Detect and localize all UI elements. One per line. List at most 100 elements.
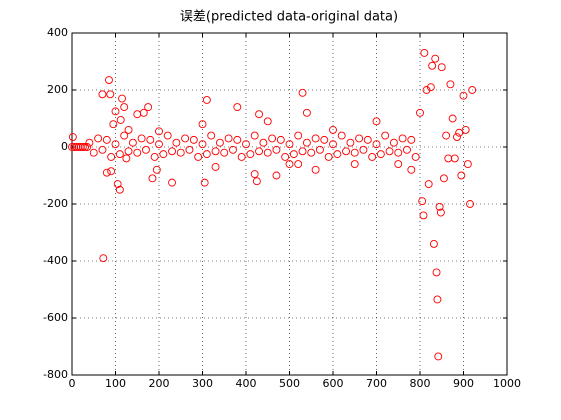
point bbox=[106, 90, 115, 99]
point bbox=[202, 150, 211, 159]
point bbox=[389, 138, 398, 147]
point bbox=[211, 147, 220, 156]
x-tick-label: 400 bbox=[236, 377, 257, 390]
point bbox=[72, 143, 81, 151]
x-tick-label: 500 bbox=[279, 377, 300, 390]
point bbox=[163, 131, 172, 140]
point bbox=[98, 90, 107, 99]
point bbox=[329, 140, 337, 149]
point bbox=[428, 61, 437, 70]
point bbox=[376, 150, 385, 159]
point bbox=[407, 135, 416, 144]
point bbox=[429, 239, 438, 248]
point bbox=[70, 143, 79, 151]
point bbox=[450, 154, 459, 163]
point bbox=[155, 140, 163, 149]
point bbox=[76, 143, 85, 151]
point bbox=[155, 127, 163, 136]
point bbox=[420, 49, 429, 57]
point bbox=[424, 180, 433, 189]
x-tick-label: 1000 bbox=[493, 377, 521, 390]
point bbox=[159, 150, 168, 159]
point bbox=[115, 185, 124, 194]
point bbox=[146, 135, 155, 144]
point bbox=[298, 88, 307, 97]
x-tick-label: 600 bbox=[323, 377, 344, 390]
point bbox=[168, 178, 177, 187]
point bbox=[446, 80, 455, 89]
point bbox=[435, 202, 444, 211]
x-tick-label: 700 bbox=[366, 377, 387, 390]
y-tick-label: 0 bbox=[61, 140, 68, 153]
point bbox=[398, 134, 407, 143]
point bbox=[329, 125, 337, 134]
point bbox=[394, 160, 403, 169]
point bbox=[78, 143, 87, 151]
point bbox=[105, 76, 113, 84]
point bbox=[359, 145, 368, 154]
point bbox=[436, 208, 445, 217]
point bbox=[448, 114, 457, 123]
point bbox=[250, 131, 259, 140]
point bbox=[185, 145, 194, 154]
point bbox=[381, 131, 390, 140]
point bbox=[172, 138, 181, 147]
point bbox=[372, 117, 381, 126]
point bbox=[459, 91, 468, 100]
point bbox=[437, 63, 446, 72]
point bbox=[298, 147, 307, 156]
point bbox=[324, 153, 333, 161]
point bbox=[74, 143, 83, 151]
point bbox=[463, 160, 472, 169]
point bbox=[224, 134, 233, 143]
point bbox=[215, 138, 224, 147]
point bbox=[107, 167, 116, 176]
point bbox=[150, 153, 159, 161]
point bbox=[453, 133, 461, 141]
point bbox=[316, 145, 324, 154]
point bbox=[198, 120, 207, 129]
x-tick-label: 300 bbox=[192, 377, 213, 390]
y-tick-label: 400 bbox=[47, 26, 68, 39]
point bbox=[94, 134, 103, 143]
point bbox=[181, 134, 190, 143]
x-tick-label: 200 bbox=[149, 377, 170, 390]
point bbox=[128, 138, 137, 147]
point bbox=[118, 94, 126, 103]
point bbox=[272, 171, 281, 180]
point bbox=[211, 162, 220, 171]
point bbox=[113, 180, 122, 189]
point bbox=[285, 140, 294, 149]
point bbox=[255, 110, 263, 119]
point bbox=[302, 138, 311, 147]
point bbox=[200, 178, 209, 187]
point bbox=[285, 160, 294, 169]
point bbox=[242, 140, 250, 149]
point bbox=[120, 131, 129, 140]
point bbox=[115, 150, 124, 159]
point bbox=[109, 120, 118, 129]
point bbox=[302, 108, 311, 117]
axes-box bbox=[71, 32, 508, 376]
point bbox=[111, 107, 120, 116]
point bbox=[411, 153, 420, 161]
point bbox=[89, 148, 98, 157]
point bbox=[233, 103, 242, 112]
point bbox=[281, 153, 290, 161]
point bbox=[255, 147, 263, 156]
point bbox=[350, 160, 359, 169]
point bbox=[355, 134, 364, 143]
point bbox=[202, 96, 211, 104]
point bbox=[252, 177, 261, 186]
point bbox=[198, 140, 207, 149]
point bbox=[455, 128, 464, 137]
chart-title: 误差(predicted data-original data) bbox=[180, 10, 398, 25]
point bbox=[168, 147, 177, 156]
point bbox=[120, 103, 129, 112]
point bbox=[68, 133, 77, 141]
y-tick-label: -600 bbox=[43, 311, 68, 324]
point bbox=[124, 125, 133, 134]
point bbox=[81, 143, 90, 151]
point bbox=[294, 131, 303, 140]
